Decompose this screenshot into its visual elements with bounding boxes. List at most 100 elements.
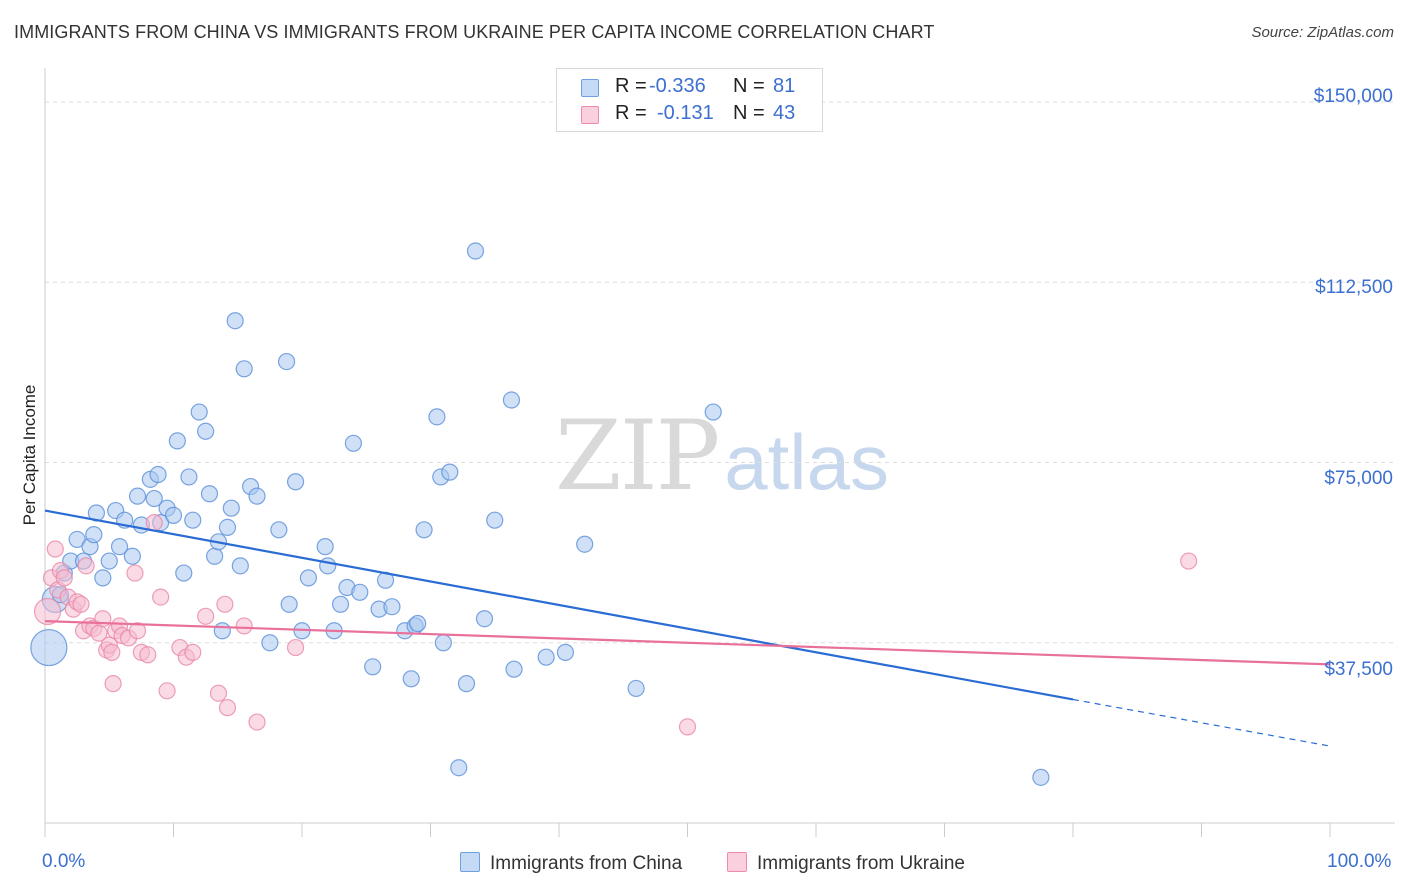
- ukraine-point: [126, 564, 144, 582]
- r-value: -0.336: [649, 75, 706, 97]
- china-point: [475, 610, 494, 628]
- china-point: [100, 552, 118, 570]
- china-point: [428, 408, 446, 426]
- ukraine-point: [152, 588, 170, 606]
- ukraine-point: [678, 718, 697, 736]
- china-point: [175, 564, 193, 582]
- y-tick-label: $112,500: [1315, 277, 1393, 298]
- ukraine-point: [46, 540, 64, 558]
- china-point: [261, 634, 279, 652]
- ukraine-point: [1180, 552, 1198, 570]
- watermark: ZIPatlas: [555, 400, 889, 512]
- china-point: [128, 487, 147, 505]
- china-point: [180, 468, 198, 486]
- y-tick-label: $75,000: [1324, 468, 1393, 489]
- china-point: [248, 487, 266, 505]
- china-point: [441, 463, 459, 481]
- y-axis-label: Per Capita Income: [20, 384, 39, 526]
- china-point: [556, 643, 575, 661]
- china-point: [505, 660, 523, 678]
- china-point: [231, 557, 249, 575]
- y-tick-label: $37,500: [1324, 659, 1393, 680]
- china-point: [218, 518, 237, 537]
- china-point: [280, 595, 298, 613]
- ukraine-swatch: [581, 106, 599, 124]
- china-point: [235, 360, 253, 378]
- china-point: [286, 473, 305, 491]
- china-point: [383, 598, 401, 616]
- ukraine-point: [286, 638, 305, 657]
- ukraine-point: [33, 597, 62, 626]
- ukraine-point: [77, 557, 95, 575]
- ukraine-point: [103, 643, 121, 661]
- china-point: [409, 614, 427, 633]
- china-point: [123, 547, 141, 565]
- china-point: [331, 595, 350, 613]
- ukraine-point: [104, 675, 122, 693]
- y-tick-label: $150,000: [1313, 86, 1393, 107]
- china-point: [213, 622, 231, 640]
- n-label: N =: [733, 102, 765, 124]
- china-point: [364, 658, 382, 676]
- legend-item-ukraine: Immigrants from Ukraine: [727, 852, 965, 875]
- ukraine-point: [218, 699, 237, 717]
- ukraine-point: [158, 682, 176, 700]
- x-tick-label-max: 100.0%: [1327, 851, 1392, 872]
- ukraine-legend-swatch: [727, 852, 747, 872]
- r-value: -0.131: [657, 102, 714, 124]
- china-point: [200, 485, 219, 503]
- china-point: [85, 526, 103, 544]
- watermark-zip: ZIP: [555, 400, 720, 512]
- x-tick-label-min: 0.0%: [42, 851, 86, 872]
- legend-item-china: Immigrants from China: [460, 852, 682, 875]
- ukraine-point: [248, 713, 266, 731]
- ukraine-point: [209, 684, 228, 702]
- china-point: [164, 506, 183, 524]
- ukraine-point: [184, 643, 202, 661]
- china-point: [457, 675, 476, 693]
- china-point: [197, 422, 215, 440]
- source-label: Source: ZipAtlas.com: [1251, 24, 1394, 41]
- n-value: 43: [773, 102, 796, 124]
- china-trend-extension: [1072, 698, 1331, 747]
- china-point: [502, 391, 521, 409]
- china-point: [704, 403, 722, 421]
- china-point: [222, 499, 240, 517]
- ukraine-point: [128, 622, 147, 640]
- china-point: [576, 535, 594, 553]
- china-point: [94, 569, 112, 587]
- china-point: [466, 242, 485, 260]
- china-swatch: [581, 79, 599, 97]
- china-point: [627, 679, 645, 698]
- ukraine-point: [55, 569, 73, 587]
- ukraine-point: [216, 595, 234, 613]
- china-point: [434, 634, 452, 652]
- china-point: [110, 538, 129, 556]
- china-point: [415, 521, 433, 539]
- ukraine-point: [197, 607, 215, 625]
- chart-title: IMMIGRANTS FROM CHINA VS IMMIGRANTS FROM…: [14, 22, 935, 42]
- ukraine-point: [145, 513, 163, 532]
- china-point: [450, 759, 468, 777]
- china-point: [402, 670, 420, 688]
- r-label: R =: [615, 102, 647, 124]
- china-point: [270, 521, 288, 539]
- ukraine-legend-label: Immigrants from Ukraine: [757, 853, 965, 874]
- china-point: [319, 557, 337, 575]
- n-value: 81: [773, 75, 796, 97]
- china-point: [190, 403, 208, 421]
- ukraine-point: [235, 617, 253, 635]
- china-point: [277, 352, 296, 371]
- china-legend-label: Immigrants from China: [490, 853, 683, 874]
- china-point: [486, 511, 504, 529]
- china-trend-line: [44, 509, 1074, 701]
- ukraine-point: [72, 595, 90, 613]
- ukraine-trend-line: [44, 620, 1331, 666]
- china-point: [184, 511, 202, 529]
- china-point: [206, 547, 224, 565]
- r-label: R =: [615, 75, 647, 97]
- ukraine-point: [139, 646, 157, 664]
- n-label: N =: [733, 75, 765, 97]
- china-point: [351, 583, 369, 601]
